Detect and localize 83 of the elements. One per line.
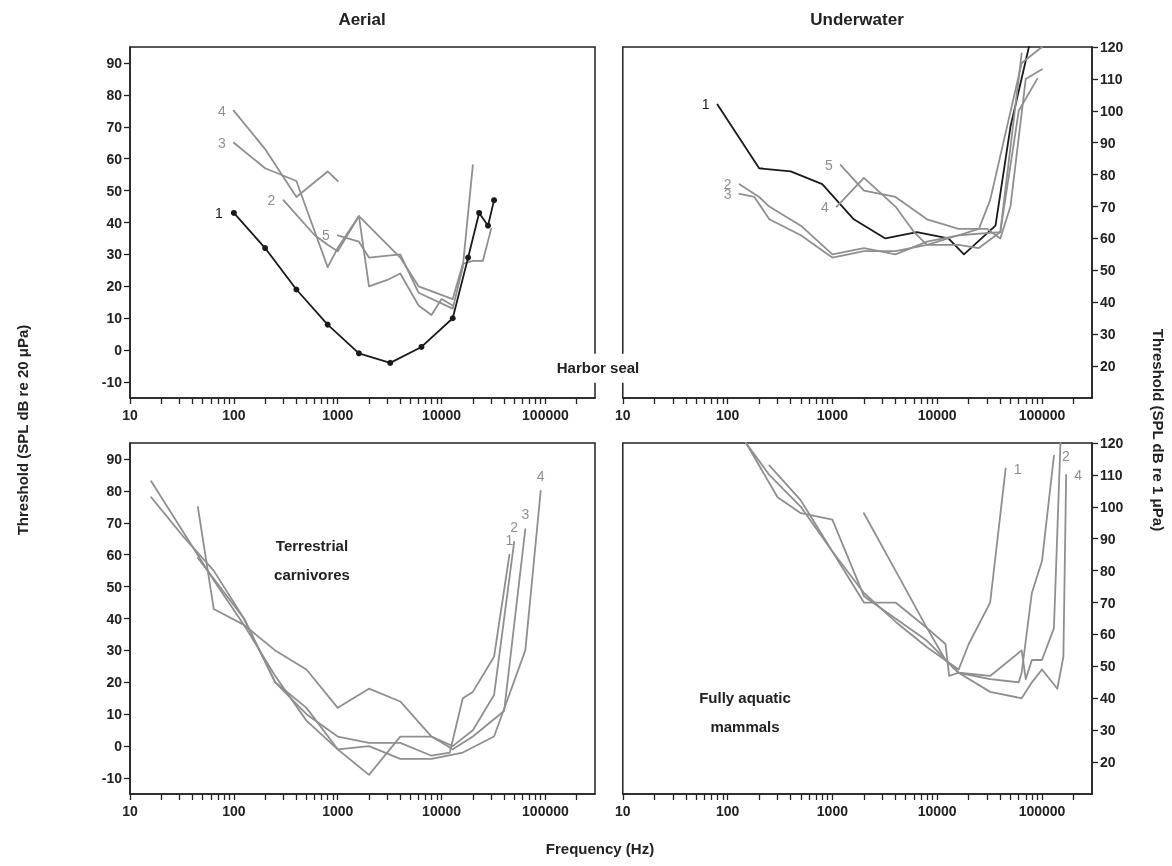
x-tick-label: 10 bbox=[615, 407, 631, 423]
y-tick-label: 50 bbox=[106, 182, 123, 199]
y-tick-label: 50 bbox=[1100, 262, 1116, 279]
y-tick-label: 20 bbox=[1100, 358, 1116, 375]
y-tick-label: 50 bbox=[1100, 658, 1116, 675]
y-tick-label: 90 bbox=[1100, 134, 1116, 151]
series-label: 1 bbox=[215, 204, 224, 221]
y-tick-label: 70 bbox=[106, 514, 123, 531]
y-tick-label: 10 bbox=[106, 310, 123, 327]
series-label: 2 bbox=[1061, 447, 1070, 464]
y-tick-label: 20 bbox=[106, 278, 123, 295]
y-tick-label: 80 bbox=[1100, 562, 1116, 579]
y-tick-label: 60 bbox=[106, 546, 123, 563]
y-tick-label: -10 bbox=[101, 770, 123, 787]
y-tick-label: 0 bbox=[114, 738, 123, 755]
x-tick-label: 100 bbox=[715, 407, 740, 423]
x-tick-label: 10000 bbox=[917, 407, 957, 423]
y-tick-label: 110 bbox=[1100, 70, 1123, 87]
annotation: Harbor seal bbox=[538, 353, 658, 383]
x-tick-label: 100000 bbox=[1018, 803, 1066, 819]
y-tick-label: 90 bbox=[106, 450, 123, 467]
y-tick-label: 40 bbox=[106, 214, 123, 231]
y-tick-label: 100 bbox=[1100, 498, 1124, 515]
chart-title: Underwater bbox=[810, 10, 904, 30]
y-tick-label: 70 bbox=[1100, 594, 1116, 611]
series-label: 4 bbox=[820, 198, 829, 215]
x-tick-label: 1000 bbox=[322, 803, 354, 819]
x-tick-label: 10000 bbox=[422, 803, 462, 819]
series-label: 3 bbox=[218, 134, 227, 151]
y-tick-label: 0 bbox=[114, 342, 123, 359]
x-tick-label: 1000 bbox=[322, 407, 354, 423]
y-tick-label: 10 bbox=[106, 706, 123, 723]
series-label: 2 bbox=[267, 192, 276, 209]
y-tick-label: 100 bbox=[1100, 102, 1124, 119]
y-tick-label: 110 bbox=[1100, 466, 1123, 483]
series-label: 4 bbox=[536, 467, 545, 484]
y-axis-title: Threshold (SPL dB re 1 μPa) bbox=[1149, 328, 1167, 532]
y-tick-label: 30 bbox=[1100, 722, 1116, 739]
y-tick-label: 90 bbox=[106, 54, 123, 71]
series-label: 4 bbox=[1074, 466, 1083, 483]
y-tick-label: 80 bbox=[106, 482, 123, 499]
y-tick-label: 30 bbox=[106, 642, 123, 659]
y-tick-label: 60 bbox=[1100, 230, 1116, 247]
x-tick-label: 100000 bbox=[1018, 407, 1066, 423]
y-tick-label: 30 bbox=[106, 246, 123, 263]
x-tick-label: 100 bbox=[222, 407, 246, 423]
x-tick-label: 1000 bbox=[816, 407, 849, 423]
y-tick-label: 80 bbox=[106, 86, 123, 103]
x-tick-label: 10 bbox=[615, 803, 631, 819]
y-tick-label: 70 bbox=[106, 118, 123, 135]
x-tick-label: 10000 bbox=[422, 407, 462, 423]
y-tick-label: 60 bbox=[1100, 626, 1116, 643]
y-axis-title: Threshold (SPL dB re 20 μPa) bbox=[13, 324, 31, 536]
y-tick-label: 30 bbox=[1100, 326, 1116, 343]
x-tick-label: 100000 bbox=[522, 803, 570, 819]
y-tick-label: 50 bbox=[106, 578, 123, 595]
y-tick-label: 120 bbox=[1100, 435, 1124, 451]
y-tick-label: 70 bbox=[1100, 198, 1116, 215]
y-tick-label: -10 bbox=[101, 374, 123, 391]
series-label: 3 bbox=[521, 506, 530, 523]
y-tick-label: 20 bbox=[1100, 754, 1116, 771]
annotation: Fully aquatic mammals bbox=[698, 687, 792, 736]
y-tick-label: 40 bbox=[1100, 690, 1116, 707]
series-label: 1 bbox=[1013, 460, 1022, 477]
x-tick-label: 100 bbox=[715, 803, 740, 819]
y-tick-label: 40 bbox=[106, 610, 123, 627]
x-tick-label: 10000 bbox=[917, 803, 957, 819]
x-axis-title: Frequency (Hz) bbox=[545, 840, 655, 857]
series-label: 5 bbox=[321, 227, 330, 244]
annotation: Terrestrial carnivores bbox=[273, 535, 351, 584]
y-tick-label: 40 bbox=[1100, 294, 1116, 311]
y-tick-label: 80 bbox=[1100, 166, 1116, 183]
series-label: 5 bbox=[824, 157, 833, 174]
y-tick-label: 60 bbox=[106, 150, 123, 167]
x-tick-label: 1000 bbox=[816, 803, 849, 819]
series-label: 1 bbox=[701, 96, 710, 113]
y-tick-label: 90 bbox=[1100, 530, 1116, 547]
y-tick-label: 20 bbox=[106, 674, 123, 691]
x-tick-label: 100 bbox=[222, 803, 246, 819]
x-tick-label: 100000 bbox=[522, 407, 570, 423]
series-label: 4 bbox=[218, 102, 227, 119]
chart-title: Aerial bbox=[338, 10, 386, 30]
y-tick-label: 120 bbox=[1100, 39, 1124, 55]
